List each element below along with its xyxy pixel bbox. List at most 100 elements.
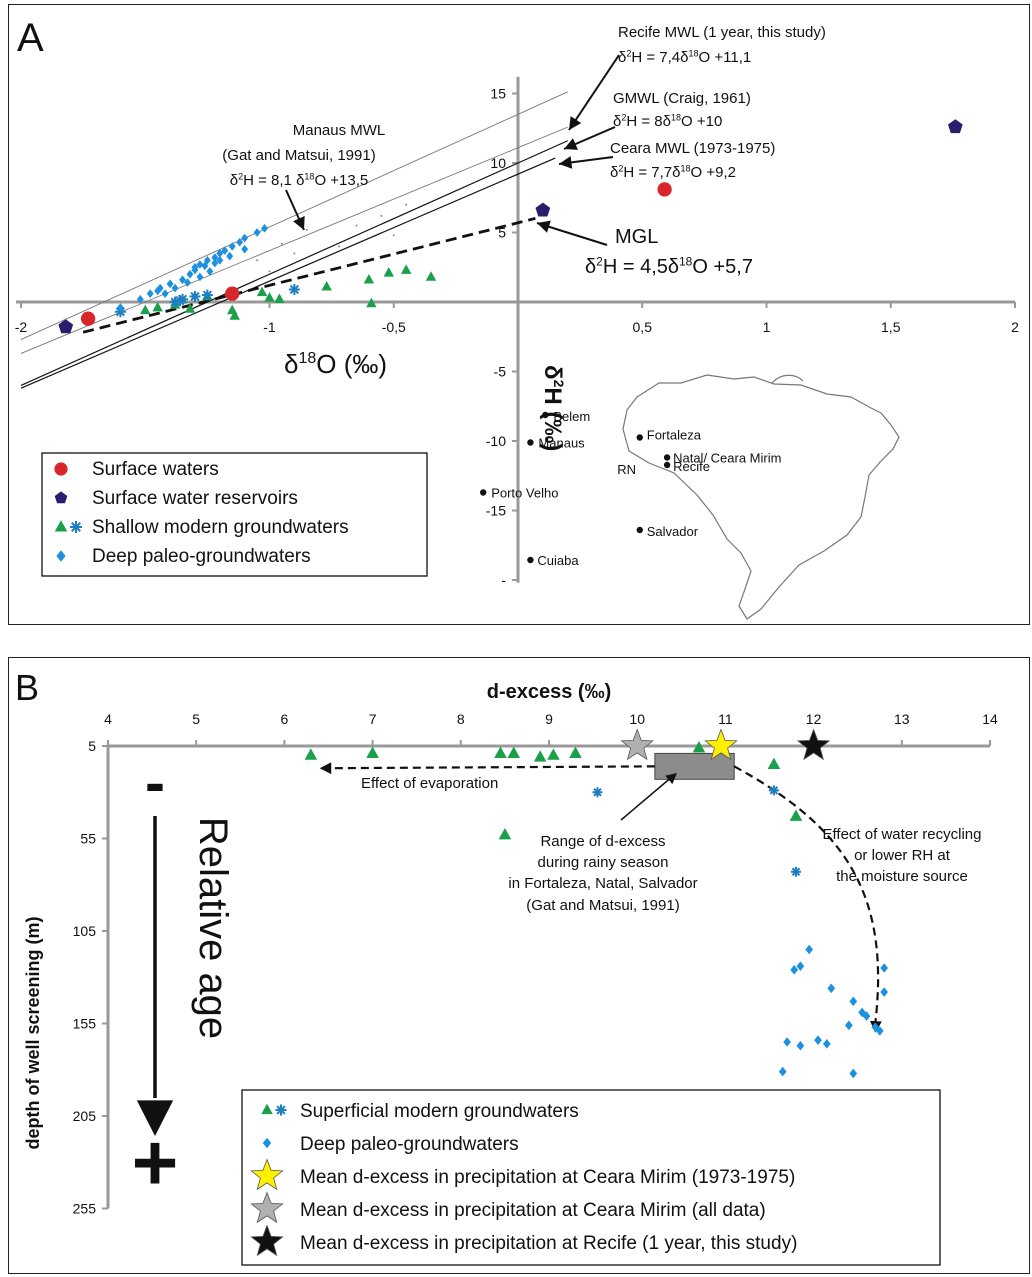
point-a-asterisk-ray [202,290,212,300]
point-b-star-shape [704,728,738,761]
point-b-diamond [783,1037,791,1047]
annotation-equation-part: 18 [671,112,681,122]
point-a-diamond-shape [136,294,144,304]
annotation-equation-part: 2 [238,171,243,181]
point-a-diamond [201,261,209,271]
point-a-triangle [229,310,240,320]
point-b-star-shape [620,728,654,761]
map-city-label: Salvador [647,524,699,539]
legend-a-marker-pentagon-shape [54,491,68,504]
point-b-diamond-shape [783,1037,791,1047]
point-b-diamond-shape [875,1026,884,1036]
point-a-triangle-shape [383,267,395,277]
legend-a-marker-pentagon [54,491,68,504]
annotation-equation-part: 2 [626,48,631,58]
evaporation-arrowhead [319,762,332,775]
annotation-title: Ceara MWL (1973-1975) [610,140,775,157]
point-a-diamond-shape [211,253,219,262]
point-b-diamond [845,1020,853,1031]
point-b-diamond [862,1011,871,1021]
point-a-triangle [152,301,163,312]
point-a-asterisk [174,295,186,307]
annotation-arrowhead [293,216,305,230]
point-a-pentagon-shape [58,319,74,334]
map-city-dot [636,526,643,534]
point-b-asterisk-ray [791,867,801,877]
point-a-dot-shape [392,234,395,237]
annotation-equation-part: O +9,2 [691,164,736,181]
point-b-diamond [778,1066,787,1077]
point-a-triangle [400,264,412,274]
map-city-label: Natal/ Ceara Mirim [673,451,781,466]
point-a-diamond-shape [253,228,261,237]
annotation-equation-part: O +13,5 [314,172,368,189]
x-axis-label-a-part: 18 [298,350,316,367]
annotation-equation-part: O +11,1 [699,49,752,66]
map-city-label: Porto Velho [491,486,558,501]
point-a-diamond [196,272,204,282]
point-a-triangle [140,304,151,315]
point-a-asterisk [189,290,201,302]
legend-b-marker-star-yellow-shape [250,1158,284,1191]
range-note: Range of d-excess [540,833,665,850]
annotation-arrow [568,54,620,131]
point-a-triangle [321,281,332,291]
legend-b-marker-star-grey [250,1191,284,1224]
point-b-diamond [790,965,799,975]
legend-b: Superficial modern groundwaters Deep pale… [241,1089,941,1266]
point-b-diamond-shape [858,1007,866,1018]
point-b-triangle [304,748,318,760]
y-tick-label-a: - [501,572,506,588]
legend-a-label: Surface waters [92,459,219,480]
map-city-dot [663,454,671,461]
annotation-equation-part: H = 7,4δ [631,49,688,66]
point-a-diamond [179,275,186,285]
point-a-diamond [228,242,236,251]
y-axis-label-a: δ2H (‰) [539,365,567,451]
x-axis-label-b: d-excess (‰) [487,681,612,703]
point-a-diamond [156,283,164,293]
point-a-diamond [261,224,268,233]
annotation-equation-part: δ [585,256,596,278]
point-a-asterisk-ray [190,291,200,302]
x-tick-label-b: 12 [806,711,822,727]
point-b-triangle-shape [498,827,512,840]
point-a-diamond [146,289,154,298]
map-city-label: Belem [553,409,590,424]
point-b-asterisk-ray [593,788,602,797]
y-tick-label-b: 205 [73,1108,97,1124]
point-b-triangle-shape [304,748,318,760]
legend-a-marker-circle [54,462,68,476]
x-tick-label-b: 9 [545,711,553,727]
point-b-triangle [789,809,803,821]
annotation-arrowhead [559,156,573,169]
map-city-label: Recife [673,459,710,474]
map-city-dot [527,556,534,564]
point-a-diamond [166,279,174,289]
annotation-equation-part: 18 [304,171,314,181]
point-b-triangle-shape [533,750,547,762]
y-tick-label-b: 55 [80,831,96,847]
point-b-diamond [880,987,888,997]
legend-a-marker-triangle-shape [54,520,68,532]
legend-b-marker-diamond [262,1137,272,1149]
point-a-diamond-shape [241,244,249,254]
line-recife-mwl [20,126,568,354]
point-b-triangle [533,750,547,762]
point-b-triangle [547,748,560,760]
annotation-title: Manaus MWL [293,122,386,139]
point-a-dot [256,259,259,262]
annotation-equation: δ2H = 7,7δ18O +9,2 [610,163,736,181]
point-a-dot-shape [405,203,408,206]
point-a-dot [380,214,383,217]
point-a-diamond [191,262,199,272]
legend-b-marker-asterisk [275,1104,287,1116]
point-a-diamond [211,258,219,268]
point-b-triangle-shape [494,746,507,758]
point-a-diamond-shape [228,242,236,251]
annotation-equation-part: δ [613,113,621,130]
annotation-equation-part: 2 [596,254,603,268]
range-note-pointer [620,775,674,821]
point-a-triangle-shape [400,264,412,274]
